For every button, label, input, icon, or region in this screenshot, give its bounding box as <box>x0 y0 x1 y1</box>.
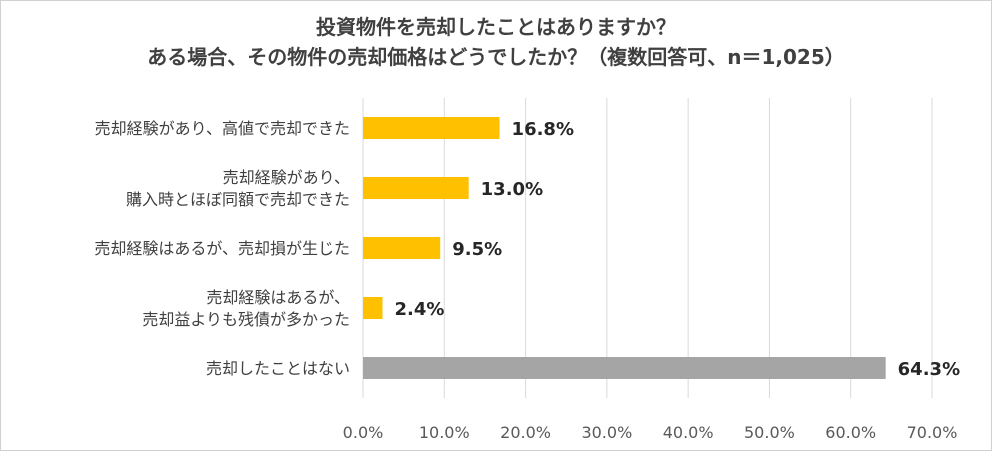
category-label: 売却益よりも残債が多かった <box>142 310 350 329</box>
data-label: 64.3% <box>898 359 960 380</box>
x-tick-label: 40.0% <box>663 423 714 442</box>
chart-subtitle: ある場合、その物件の売却価格はどうでしたか？（複数回答可、n＝1,025） <box>147 45 845 69</box>
data-label: 2.4% <box>395 299 445 320</box>
bar <box>363 357 886 379</box>
category-label: 購入時とほぼ同額で売却できた <box>126 190 350 209</box>
chart-title: 投資物件を売却したことはありますか？ <box>316 15 676 39</box>
x-tick-label: 0.0% <box>343 423 384 442</box>
x-tick-label: 20.0% <box>500 423 551 442</box>
category-label: 売却経験があり、高値で売却できた <box>95 119 350 138</box>
x-tick-label: 60.0% <box>825 423 876 442</box>
x-tick-label: 30.0% <box>581 423 632 442</box>
category-label: 売却経験はあるが、 <box>206 288 350 307</box>
bar <box>363 177 469 199</box>
category-label: 売却経験はあるが、売却損が生じた <box>94 239 350 258</box>
data-label: 13.0% <box>481 179 543 200</box>
category-label: 売却経験があり、 <box>223 168 350 187</box>
data-label: 16.8% <box>512 119 574 140</box>
category-label: 売却したことはない <box>206 359 350 378</box>
bar <box>363 297 383 319</box>
x-tick-label: 50.0% <box>744 423 795 442</box>
data-label: 9.5% <box>452 239 502 260</box>
x-tick-label: 10.0% <box>419 423 470 442</box>
x-tick-label: 70.0% <box>907 423 958 442</box>
bar <box>363 237 441 259</box>
bar <box>363 117 500 139</box>
